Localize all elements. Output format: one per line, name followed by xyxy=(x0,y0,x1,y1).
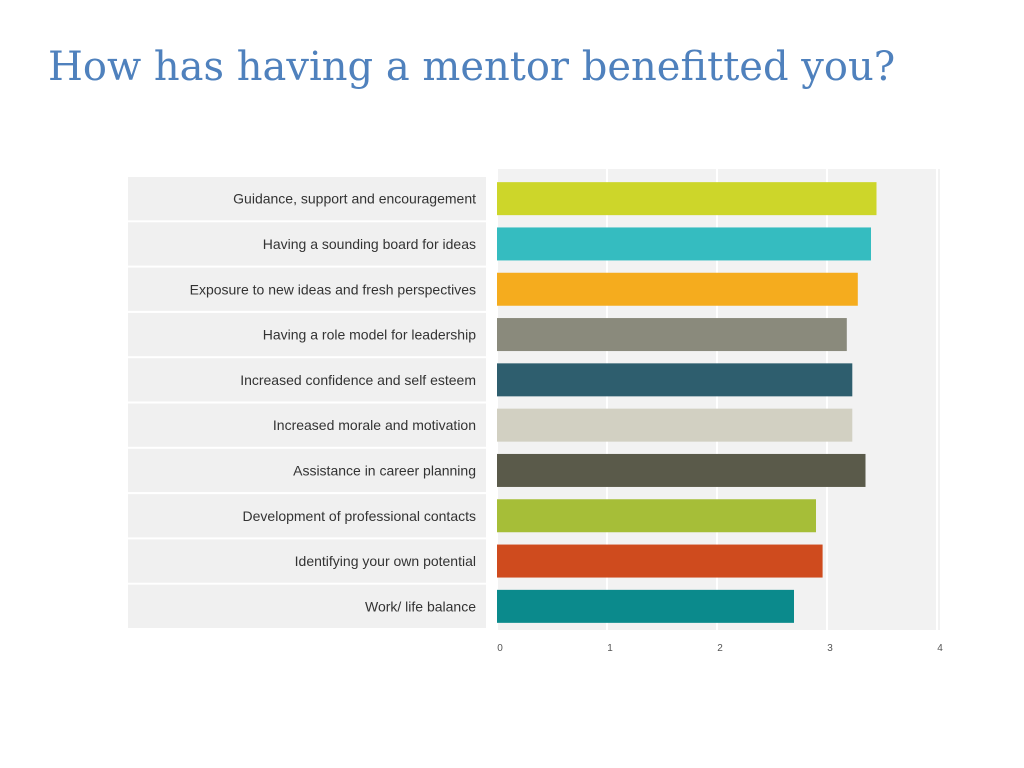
category-label: Having a role model for leadership xyxy=(263,327,476,343)
bar xyxy=(497,499,816,533)
x-tick-label: 2 xyxy=(717,643,723,654)
category-label-background xyxy=(128,403,486,447)
x-axis-ticks: 0 1 2 3 4 xyxy=(497,643,943,654)
category-label-background xyxy=(128,584,486,628)
bar xyxy=(497,589,794,623)
slide-title: How has having a mentor benefitted you? xyxy=(48,44,896,90)
category-label: Increased confidence and self esteem xyxy=(240,372,476,388)
x-tick-label: 3 xyxy=(827,643,833,654)
category-label: Development of professional contacts xyxy=(243,508,476,524)
bar-series xyxy=(497,182,877,623)
x-tick-label: 4 xyxy=(937,643,943,654)
category-label: Guidance, support and encouragement xyxy=(233,191,476,207)
category-label-background xyxy=(128,539,486,583)
category-label: Assistance in career planning xyxy=(293,462,476,478)
category-label-background xyxy=(128,222,486,266)
category-label-background xyxy=(128,177,486,221)
bar xyxy=(497,227,871,261)
category-labels: Guidance, support and encouragement Havin… xyxy=(128,177,486,628)
category-label-background xyxy=(128,358,486,402)
x-tick-label: 1 xyxy=(607,643,613,654)
bar xyxy=(497,272,858,306)
bar xyxy=(497,544,823,578)
category-label: Increased morale and motivation xyxy=(273,417,476,433)
category-label-background xyxy=(128,312,486,357)
category-label: Exposure to new ideas and fresh perspect… xyxy=(190,281,476,297)
category-label-background xyxy=(128,267,486,311)
x-tick-label: 0 xyxy=(497,643,503,654)
bar xyxy=(497,318,847,352)
category-label-background xyxy=(128,448,486,493)
bar xyxy=(497,453,866,487)
bar xyxy=(497,182,877,216)
bar xyxy=(497,363,853,397)
category-label: Identifying your own potential xyxy=(295,553,476,569)
category-label: Work/ life balance xyxy=(365,598,476,614)
category-label: Having a sounding board for ideas xyxy=(263,236,476,252)
bar xyxy=(497,408,853,442)
category-label-background xyxy=(128,494,486,538)
